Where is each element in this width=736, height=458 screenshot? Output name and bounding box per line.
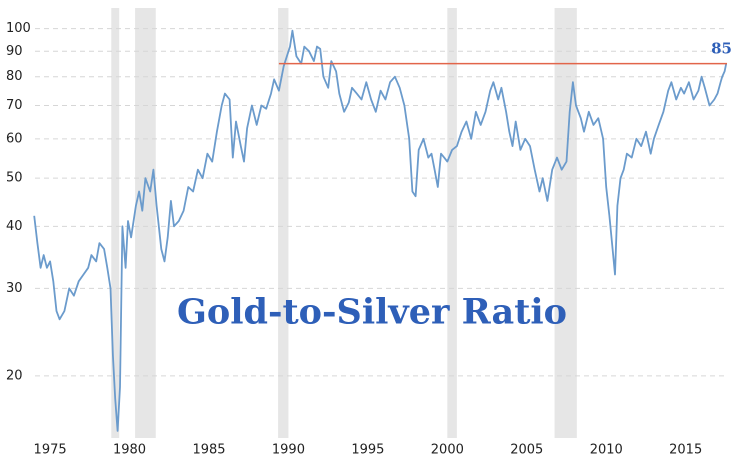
x-tick-label: 1985 — [192, 443, 225, 458]
x-tick-label: 1980 — [113, 443, 146, 458]
y-tick-label: 60 — [6, 131, 23, 146]
y-tick-label: 90 — [6, 44, 23, 59]
recession-band — [447, 8, 457, 438]
x-tick-label: 2015 — [669, 443, 702, 458]
y-tick-label: 50 — [6, 171, 23, 186]
recession-band — [278, 8, 289, 438]
x-tick-label: 1995 — [351, 443, 384, 458]
x-tick-label: 1975 — [34, 443, 67, 458]
recession-band — [111, 8, 120, 438]
y-tick-label: 70 — [6, 98, 23, 113]
recession-band — [135, 8, 156, 438]
y-tick-label: 20 — [6, 368, 23, 383]
x-tick-label: 1990 — [272, 443, 305, 458]
x-tick-label: 2005 — [510, 443, 543, 458]
ratio-line — [33, 29, 728, 432]
reference-label: 85 — [711, 40, 732, 58]
background-layer — [35, 8, 727, 438]
y-tick-label: 30 — [6, 281, 23, 296]
x-tick-label: 2010 — [590, 443, 623, 458]
y-tick-label: 40 — [6, 219, 23, 234]
y-tick-label: 80 — [6, 69, 23, 84]
y-tick-label: 100 — [6, 21, 31, 36]
recession-band — [554, 8, 577, 438]
x-tick-label: 2000 — [431, 443, 464, 458]
chart-title: Gold-to-Silver Ratio — [177, 292, 567, 333]
